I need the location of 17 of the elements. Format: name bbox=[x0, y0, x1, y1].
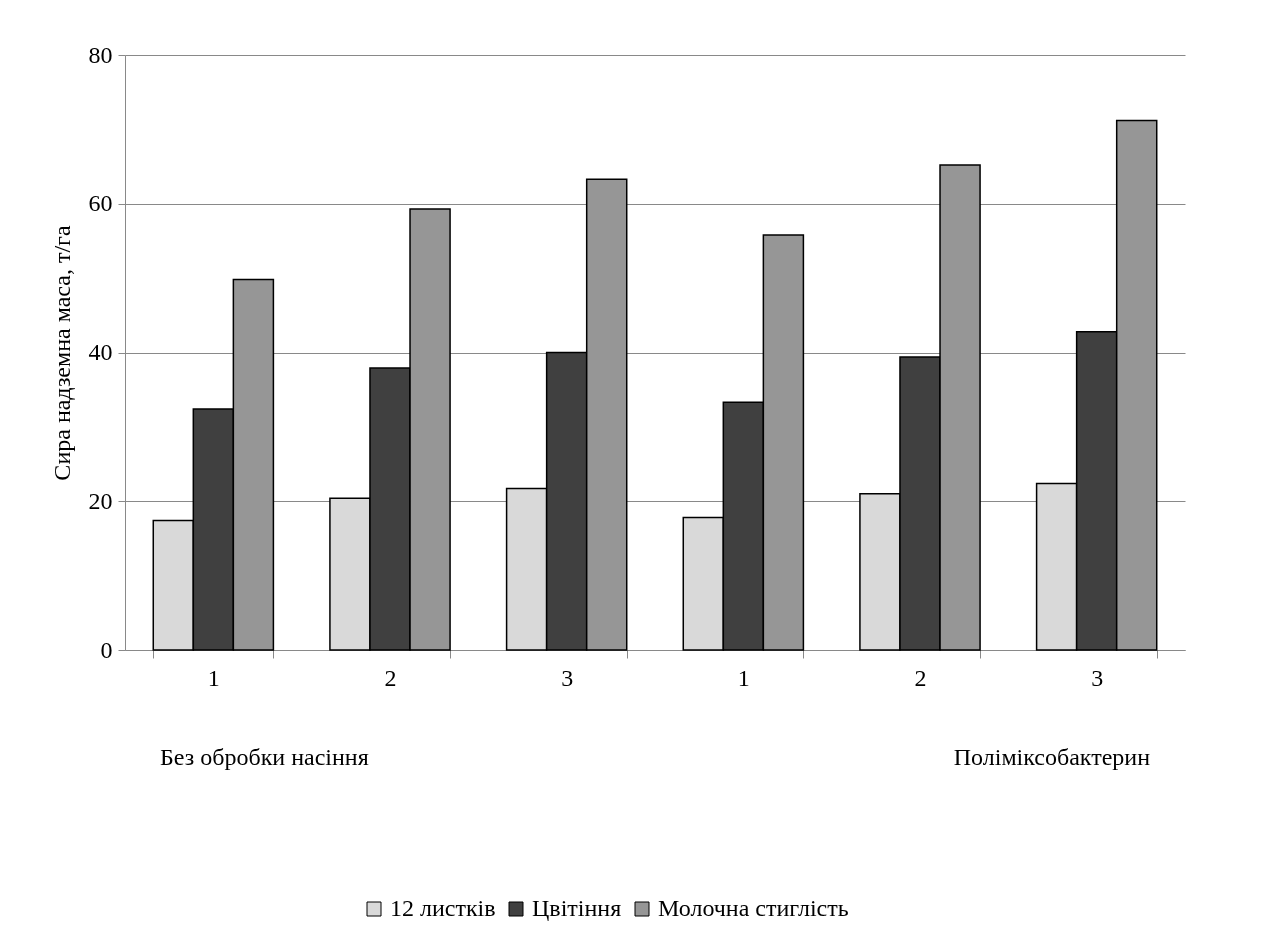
x-tick-label: 3 bbox=[561, 664, 574, 691]
legend-label: 12 листків bbox=[390, 895, 496, 921]
y-tick-label: 80 bbox=[88, 41, 113, 68]
y-tick-label: 20 bbox=[88, 487, 113, 514]
x-tick-label: 2 bbox=[384, 664, 397, 691]
y-axis-title: Сира надземна маса, т/га bbox=[48, 225, 75, 481]
x-tick-label: 3 bbox=[1091, 664, 1104, 691]
y-tick-label: 0 bbox=[100, 636, 113, 663]
legend-label: Цвітіння bbox=[532, 895, 622, 921]
x-tick-label: 2 bbox=[914, 664, 927, 691]
text: Без обробки насіння bbox=[160, 744, 369, 770]
y-tick-label: 40 bbox=[88, 339, 113, 365]
text: Поліміксобактерин bbox=[953, 744, 1151, 770]
y-tick-label: 60 bbox=[88, 190, 113, 217]
legend-label: Молочна стиглість bbox=[658, 895, 849, 921]
x-tick-label: 1 bbox=[207, 664, 220, 691]
x-tick-label: 1 bbox=[737, 664, 750, 691]
